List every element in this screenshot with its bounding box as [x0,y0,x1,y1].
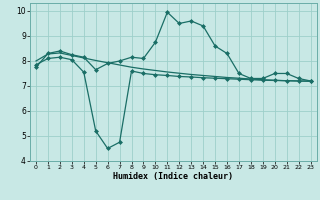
X-axis label: Humidex (Indice chaleur): Humidex (Indice chaleur) [113,172,233,181]
